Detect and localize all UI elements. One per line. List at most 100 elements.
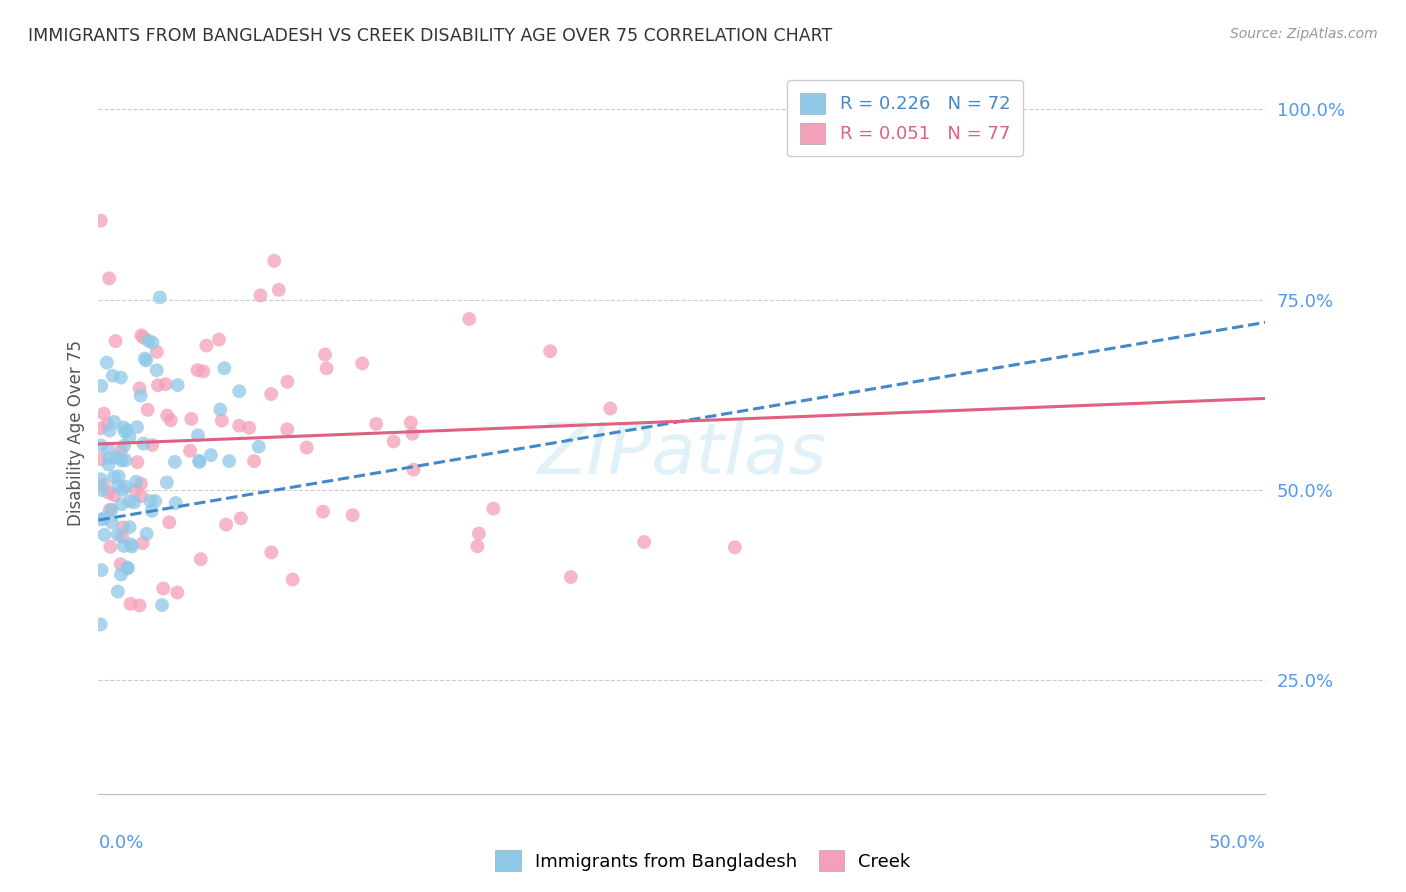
Point — [111, 483, 134, 497]
Point — [115, 423, 138, 437]
Point — [117, 561, 139, 575]
Point — [96, 356, 118, 370]
Point — [118, 430, 141, 444]
Point — [117, 560, 139, 574]
Legend: Immigrants from Bangladesh, Creek: Immigrants from Bangladesh, Creek — [488, 843, 918, 879]
Point — [156, 475, 179, 490]
Point — [179, 443, 201, 458]
Point — [90, 379, 112, 393]
Point — [98, 503, 121, 517]
Point — [111, 530, 134, 544]
Point — [200, 448, 222, 462]
Point — [295, 441, 318, 455]
Point — [402, 463, 425, 477]
Point — [93, 527, 115, 541]
Point — [146, 344, 169, 359]
Legend: R = 0.226   N = 72, R = 0.051   N = 77: R = 0.226 N = 72, R = 0.051 N = 77 — [787, 80, 1024, 156]
Point — [114, 479, 136, 493]
Point — [238, 421, 260, 435]
Point — [112, 520, 135, 534]
Point — [166, 585, 188, 599]
Point — [93, 407, 115, 421]
Text: IMMIGRANTS FROM BANGLADESH VS CREEK DISABILITY AGE OVER 75 CORRELATION CHART: IMMIGRANTS FROM BANGLADESH VS CREEK DISA… — [28, 27, 832, 45]
Point — [188, 455, 211, 469]
Point — [188, 454, 211, 468]
Point — [134, 351, 156, 366]
Point — [97, 458, 120, 472]
Point — [180, 412, 202, 426]
Point — [101, 516, 124, 530]
Point — [100, 503, 122, 517]
Point — [724, 541, 747, 555]
Point — [209, 402, 232, 417]
Point — [187, 428, 209, 442]
Point — [110, 557, 132, 571]
Point — [468, 526, 491, 541]
Point — [401, 426, 423, 441]
Point — [110, 370, 132, 384]
Point — [138, 334, 160, 348]
Point — [114, 453, 136, 467]
Point — [90, 512, 112, 526]
Point — [90, 563, 112, 577]
Point — [276, 422, 298, 436]
Point — [128, 381, 150, 395]
Point — [105, 450, 128, 465]
Point — [103, 488, 125, 502]
Point — [118, 520, 141, 534]
Point — [127, 455, 149, 469]
Point — [114, 425, 136, 439]
Point — [90, 213, 112, 227]
Text: 0.0%: 0.0% — [98, 834, 143, 852]
Point — [122, 495, 145, 509]
Point — [129, 389, 152, 403]
Point — [112, 420, 135, 434]
Point — [128, 599, 150, 613]
Point — [132, 330, 155, 344]
Y-axis label: Disability Age Over 75: Disability Age Over 75 — [66, 340, 84, 525]
Point — [146, 378, 169, 392]
Point — [214, 361, 236, 376]
Point — [281, 573, 304, 587]
Point — [110, 443, 132, 458]
Point — [165, 496, 187, 510]
Point — [263, 253, 285, 268]
Point — [107, 469, 129, 483]
Point — [195, 338, 218, 352]
Point — [218, 454, 240, 468]
Point — [110, 497, 132, 511]
Point — [118, 494, 141, 508]
Point — [149, 290, 172, 304]
Point — [157, 516, 180, 530]
Point — [276, 375, 298, 389]
Point — [382, 434, 405, 449]
Point — [98, 450, 121, 465]
Point — [101, 368, 124, 383]
Point — [399, 416, 422, 430]
Point — [633, 535, 655, 549]
Point — [90, 438, 112, 452]
Point — [112, 539, 135, 553]
Point — [129, 476, 152, 491]
Point — [97, 417, 120, 431]
Point — [131, 328, 153, 343]
Point — [125, 420, 148, 434]
Text: Source: ZipAtlas.com: Source: ZipAtlas.com — [1230, 27, 1378, 41]
Point — [90, 617, 112, 632]
Point — [312, 505, 335, 519]
Point — [120, 537, 142, 551]
Point — [110, 567, 132, 582]
Point — [98, 540, 121, 554]
Point — [107, 584, 129, 599]
Point — [538, 344, 561, 359]
Point — [260, 545, 283, 559]
Point — [315, 361, 337, 376]
Point — [560, 570, 582, 584]
Point — [141, 504, 163, 518]
Point — [228, 384, 250, 399]
Point — [467, 539, 489, 553]
Point — [90, 421, 112, 435]
Point — [103, 415, 125, 429]
Point — [131, 536, 153, 550]
Point — [98, 271, 121, 285]
